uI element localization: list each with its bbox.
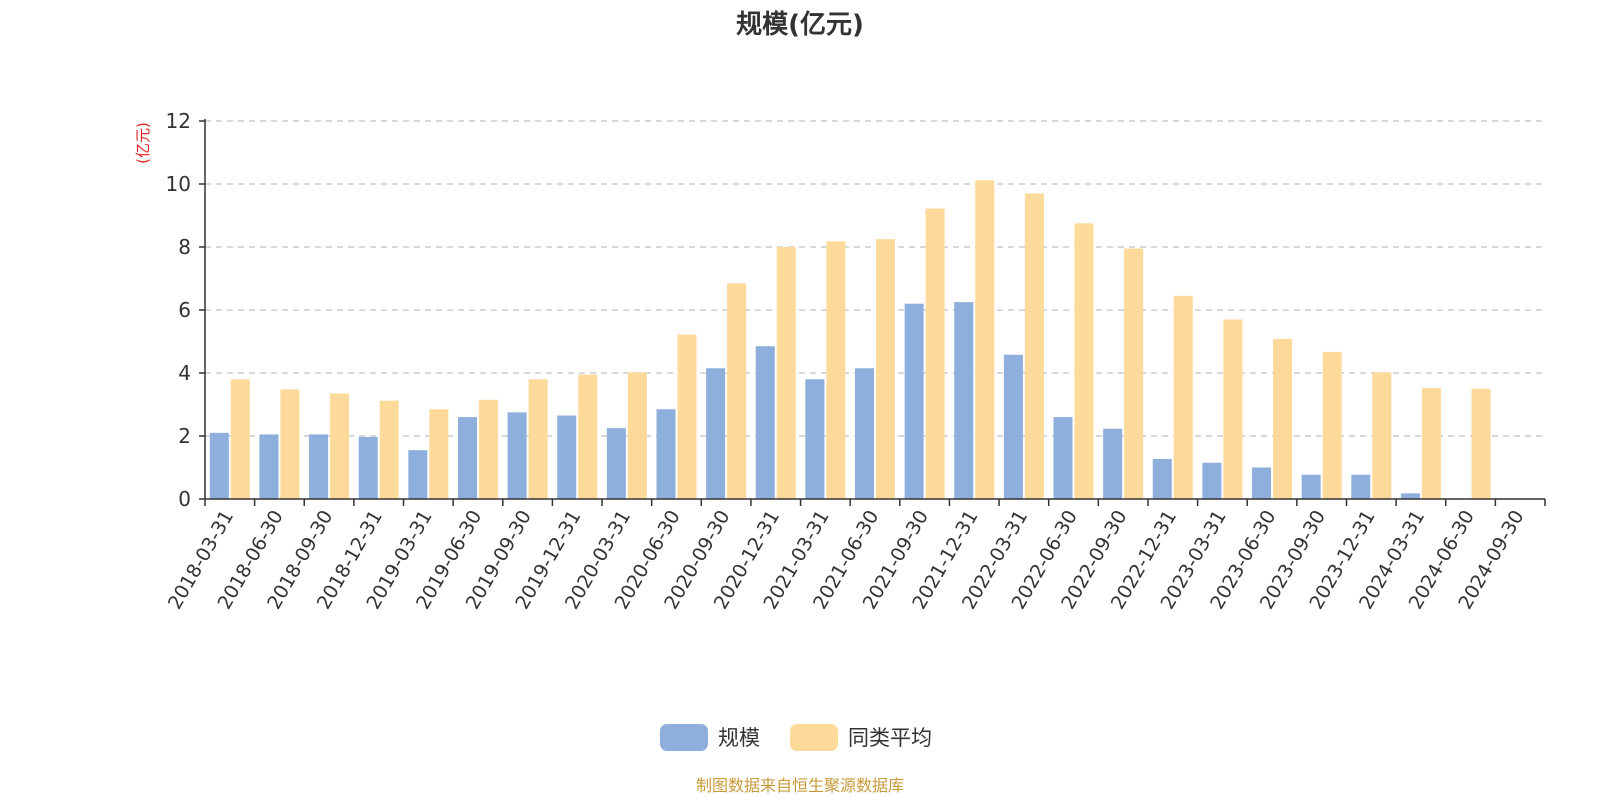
y-tick-label: 0	[178, 487, 191, 511]
bar-scale	[507, 412, 527, 499]
bar-peer-average	[677, 334, 697, 499]
y-tick-label: 6	[178, 298, 191, 322]
data-source-note: 制图数据来自恒生聚源数据库	[696, 776, 904, 795]
legend-item-scale[interactable]: 规模	[660, 724, 760, 751]
legend-label: 同类平均	[848, 726, 932, 750]
bar-peer-average	[1074, 223, 1094, 499]
legend[interactable]: 规模 同类平均	[660, 724, 932, 751]
bar-scale	[457, 417, 477, 499]
bar-scale	[706, 368, 726, 499]
y-tick-label: 8	[178, 235, 191, 259]
bar-scale	[954, 302, 974, 499]
legend-swatch	[790, 724, 838, 751]
bar-peer-average	[627, 372, 647, 499]
bar-peer-average	[776, 247, 796, 499]
bar-peer-average	[727, 283, 747, 499]
y-tick-label: 10	[166, 172, 191, 196]
bar-scale	[557, 415, 577, 499]
bar-peer-average	[1024, 193, 1044, 499]
bar-peer-average	[1322, 351, 1342, 499]
legend-item-peer-average[interactable]: 同类平均	[790, 724, 932, 751]
bar-peer-average	[578, 374, 598, 499]
bar-scale	[209, 432, 229, 499]
legend-label: 规模	[718, 726, 760, 750]
y-tick-labels: 0 2 4 6 8 10 12	[166, 109, 191, 511]
bar-scale	[408, 450, 428, 499]
bar-peer-average	[1124, 248, 1144, 499]
bar-scale	[1003, 354, 1023, 499]
bar-scale	[855, 368, 874, 499]
bar-scale	[1351, 474, 1371, 499]
bar-peer-average	[975, 180, 995, 499]
bar-peer-average	[280, 389, 300, 499]
bar-peer-average	[429, 409, 449, 499]
bar-scale	[358, 436, 378, 499]
bar-scale	[1400, 493, 1420, 499]
y-axis-unit-label: (亿元)	[134, 122, 152, 164]
bar-peer-average	[925, 208, 945, 499]
bar-peer-average	[876, 239, 895, 499]
bar-peer-average	[1173, 295, 1193, 499]
bar-peer-average	[826, 241, 846, 499]
bar-scale	[606, 428, 626, 499]
chart-title: 规模(亿元)	[736, 10, 864, 40]
bar-peer-average	[230, 379, 250, 499]
bar-peer-average	[1372, 372, 1392, 499]
bar-scale	[259, 434, 279, 499]
bar-scale	[1053, 417, 1073, 499]
bar-scale	[1152, 458, 1172, 499]
bar-peer-average	[1421, 388, 1441, 499]
bar-scale	[1202, 462, 1222, 499]
bar-peer-average	[330, 393, 350, 499]
bar-peer-average	[1471, 388, 1491, 499]
bar-peer-average	[1223, 319, 1243, 499]
bar-scale	[309, 434, 329, 499]
bar-scale	[1252, 467, 1272, 499]
bar-scale	[656, 409, 676, 499]
x-tick-labels: 2018-03-312018-06-302018-09-302018-12-31…	[164, 507, 1529, 614]
bar-peer-average	[478, 399, 498, 499]
gridlines	[205, 120, 1545, 437]
bar-peer-average	[528, 379, 548, 499]
bar-scale	[1301, 474, 1321, 499]
axes	[199, 119, 1546, 506]
y-tick-label: 12	[166, 109, 191, 133]
bar-peer-average	[1273, 338, 1293, 499]
bar-scale	[904, 303, 924, 499]
bar-scale	[1103, 428, 1123, 499]
y-tick-label: 4	[178, 361, 191, 385]
bar-scale	[805, 379, 825, 499]
legend-swatch	[660, 724, 708, 751]
y-tick-label: 2	[178, 424, 191, 448]
bar-scale	[755, 346, 775, 499]
bar-peer-average	[379, 400, 399, 499]
bars	[209, 180, 1491, 499]
